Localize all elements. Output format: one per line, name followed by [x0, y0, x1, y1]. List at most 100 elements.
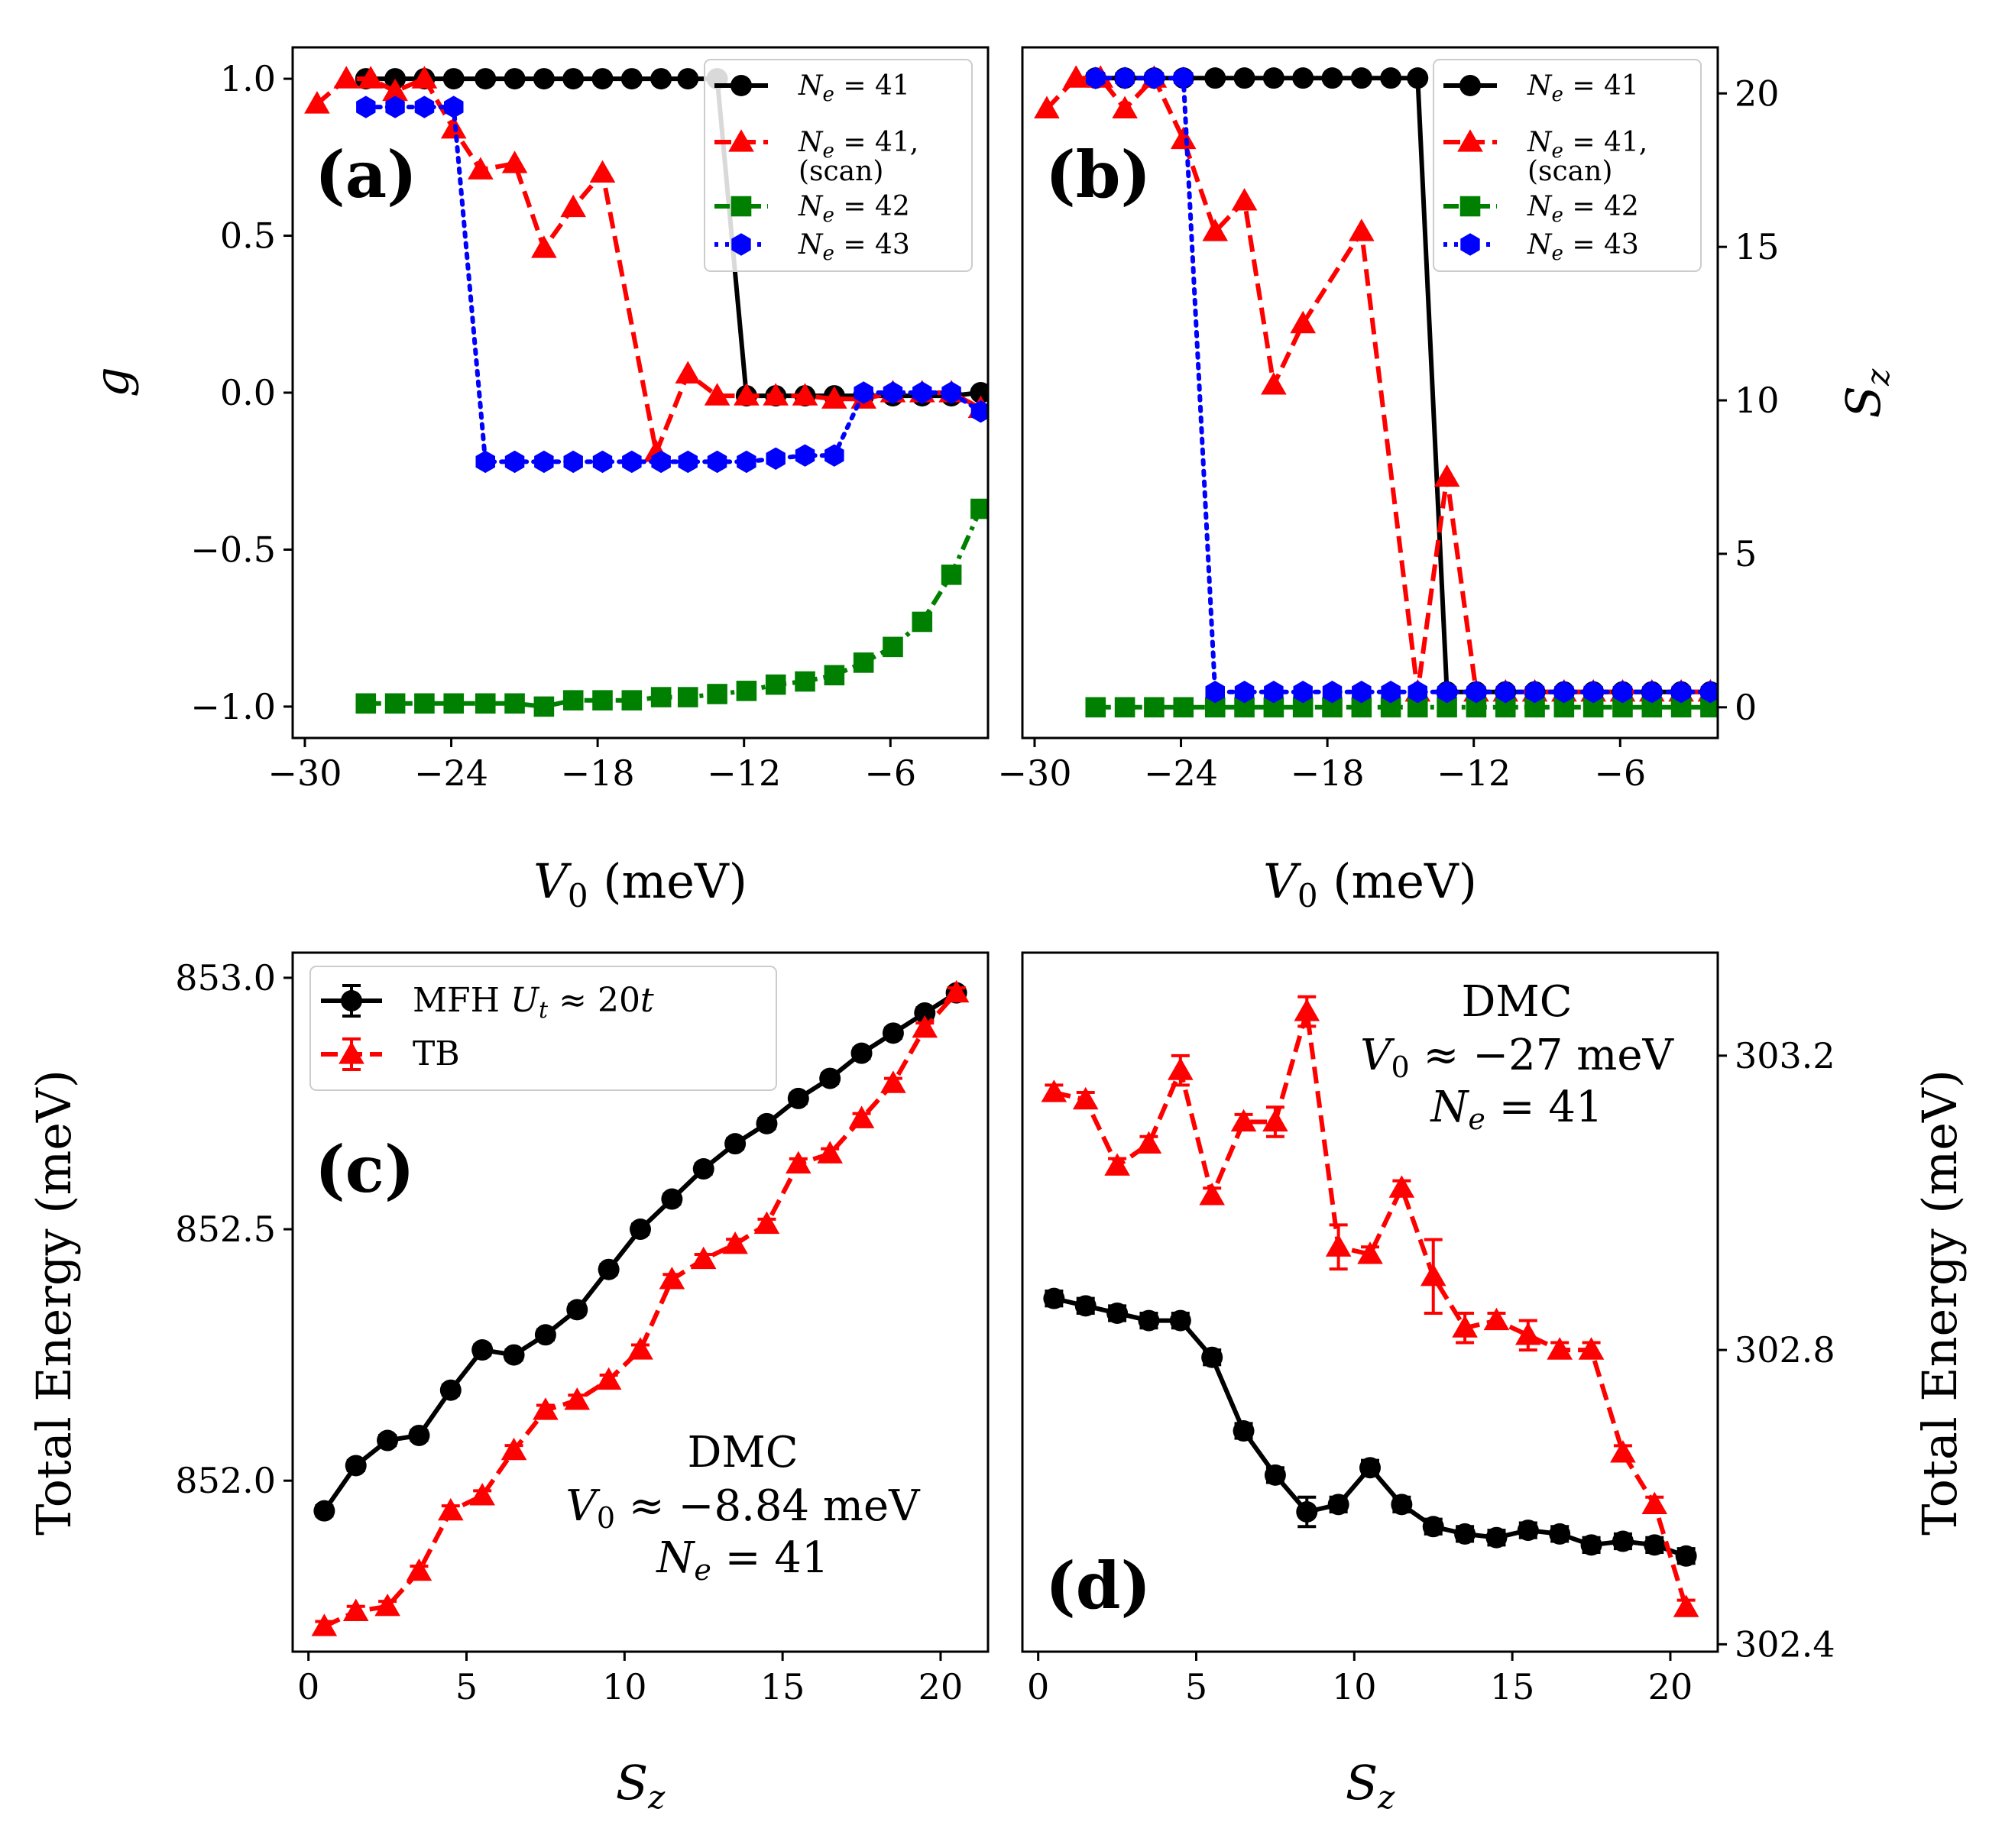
panel-a-series-1-point: [333, 66, 360, 89]
panel-a-series-1-point: [382, 78, 408, 102]
panel-c-series-1: [311, 979, 970, 1636]
panel-a-series-2-point: [795, 671, 815, 692]
legend-entry-c-1: TB: [321, 1034, 460, 1073]
panel-a-ytick-label: −1.0: [190, 686, 276, 727]
panel-a-ticks: −30 −24 −18 −12 −6 −1.0 −0.5 0.0 0.5 1.0: [190, 58, 916, 794]
panel-b-series-3-point: [1437, 681, 1457, 704]
panel-d-series-1-point: [1168, 1057, 1194, 1080]
legend-label: Ne = 43: [798, 229, 910, 265]
panel-a-series-1-point: [501, 150, 528, 173]
panel-d-series-1-point: [1483, 1307, 1510, 1331]
panel-c-series-1-point: [438, 1497, 464, 1521]
panel-d-series-1-point: [1041, 1079, 1067, 1102]
panel-a-xtick-label: −30: [267, 752, 342, 794]
panel-b-series-3-point: [1495, 681, 1515, 704]
panel-d-series-1-point: [1452, 1315, 1478, 1338]
panel-d-series-1: [1041, 995, 1699, 1617]
panel-d-series-0-point: [1264, 1464, 1286, 1486]
panel-c-series-0-point: [787, 1087, 809, 1109]
panel-d-series-0-point: [1043, 1287, 1065, 1309]
panel-d-series-1-point: [1072, 1086, 1099, 1110]
panel-d-annotation-line1: DMC: [1461, 977, 1572, 1027]
panel-c-series-0-point: [313, 1500, 335, 1522]
panel-d-series-1-point: [1515, 1322, 1541, 1345]
panel-c-series-0-point: [598, 1258, 620, 1280]
legend-marker: [728, 129, 754, 152]
panel-a-series-0-point: [650, 68, 672, 90]
panel-d-series-1-point: [1135, 1131, 1162, 1154]
panel-c-series-1-point: [564, 1387, 591, 1410]
panel-a-series-1-point: [358, 66, 384, 89]
panel-b-series-3-point: [1583, 681, 1603, 704]
panel-c-annotation-line2: V0 ≈ −8.84 meV: [565, 1481, 921, 1535]
panel-a-series-2: [355, 498, 988, 717]
panel-b-label: (b): [1045, 137, 1151, 212]
legend-entry-b-1: Ne = 41,(scan): [1443, 127, 1647, 187]
panel-a-series-1-point: [675, 361, 701, 384]
panel-c-series-1-line: [323, 991, 958, 1629]
panel-b-series-0-point: [1204, 67, 1226, 89]
panel-d-annotation-line2: V0 ≈ −27 meV: [1360, 1031, 1674, 1084]
panel-b-series-2-point: [1700, 697, 1718, 718]
panel-a-series-1-point: [560, 194, 586, 218]
legend-marker: [731, 75, 752, 96]
panel-b-series-3-point: [1408, 681, 1427, 704]
legend-label-line2: (scan): [799, 156, 883, 187]
panel-a-series-2-point: [970, 498, 988, 519]
legend-label-line2: (scan): [1527, 156, 1612, 187]
panel-b-series-0-point: [1292, 67, 1314, 89]
panel-b-ytick-label: 5: [1735, 533, 1757, 574]
panel-b-series-0-point: [1380, 67, 1402, 89]
panel-b-series-0-point: [1262, 67, 1284, 89]
panel-a-series-2-point: [475, 693, 496, 714]
panel-d-series-1-point: [1673, 1594, 1699, 1617]
panel-a-series-2-point: [592, 690, 613, 710]
panel-a-xtick-label: −6: [864, 752, 916, 794]
legend-entry-b-2: Ne = 42: [1443, 191, 1639, 227]
panel-a-series-3-point: [356, 95, 376, 118]
panel-b-data: [1034, 65, 1718, 718]
panel-c-series-0-point: [503, 1344, 525, 1366]
panel-a-series-3-point: [941, 381, 961, 404]
panel-b-series-1-point: [1063, 65, 1090, 88]
panel-c-series-0-point: [439, 1379, 462, 1401]
panel-d-series-0-point: [1233, 1420, 1255, 1442]
panel-a-series-3-point: [737, 450, 756, 474]
panel-a-series-1-point: [304, 91, 330, 114]
panel-a-series-2-point: [736, 681, 757, 701]
panel-b-series-3-point: [1293, 681, 1313, 704]
panel-c-series-0-point: [534, 1324, 556, 1346]
panel-a-series-3-point: [678, 450, 698, 474]
panel-a-frame: [291, 46, 990, 740]
panel-a-series-0-point: [620, 68, 643, 90]
panel-a-series-3-point: [385, 95, 405, 118]
panel-b-xtick-label: −6: [1594, 752, 1646, 794]
panel-d-series-1-point: [1610, 1440, 1636, 1463]
panel-c-ytick-label: 853.0: [175, 957, 276, 998]
panel-d-series-0-point: [1359, 1457, 1381, 1479]
panel-a-series-2-line: [365, 507, 983, 709]
panel-b-series-3-point: [1352, 681, 1372, 704]
panel-c-ytick-label: 852.0: [175, 1460, 276, 1501]
panel-b-series-1-point: [1349, 218, 1375, 241]
panel-d-ticks: 0 5 10 15 20 302.4 302.8 303.2: [1027, 1035, 1835, 1707]
panel-b-series-3-point: [1642, 681, 1662, 704]
panel-c-series-1-point: [659, 1267, 685, 1290]
panel-a-series-2-point: [650, 687, 672, 707]
panel-d-series-0-point: [1106, 1302, 1129, 1324]
panel-d-xtick-label: 5: [1185, 1666, 1207, 1707]
panel-b-series-3-point: [1205, 681, 1225, 704]
panel-d-series-1-point: [1578, 1337, 1605, 1360]
panel-a-series-2-point: [883, 636, 903, 658]
panel-a-series-1-point: [704, 383, 731, 406]
panel-d-series-1-point: [1294, 998, 1320, 1021]
panel-b-series-1-point: [1170, 126, 1197, 150]
panel-a-xtick-label: −18: [561, 752, 635, 794]
panel-d-series-0-point: [1422, 1516, 1444, 1538]
panel-a-series-1-point: [589, 160, 616, 183]
panel-c-series-1-point: [406, 1558, 432, 1581]
panel-a-series-1-point: [531, 235, 557, 258]
panel-b-ytick-label: 20: [1735, 73, 1780, 114]
